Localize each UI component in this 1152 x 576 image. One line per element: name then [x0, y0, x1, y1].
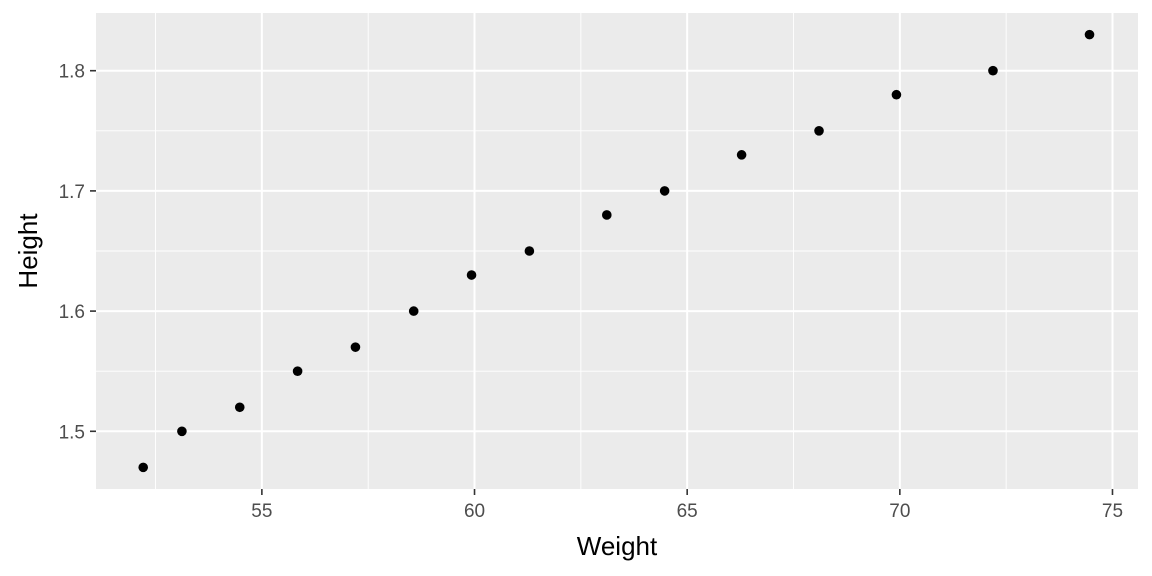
data-point: [988, 65, 998, 76]
data-point: [1084, 29, 1095, 40]
axis-ticks: [90, 69, 1114, 495]
data-point: [466, 270, 477, 280]
data-point: [350, 342, 361, 352]
y-tick-label: 1.7: [59, 182, 85, 203]
y-axis-title: Height: [13, 213, 43, 289]
minor-gridlines: [96, 13, 1138, 489]
x-tick-label: 75: [1102, 501, 1123, 522]
tick-labels: 55 60 65 70 75 1.5 1.6 1.7 1.8: [59, 62, 1123, 522]
data-point: [891, 89, 902, 100]
data-point: [177, 426, 187, 437]
data-points: [138, 29, 1095, 473]
y-tick-label: 1.8: [59, 62, 85, 83]
x-axis-title: Weight: [577, 531, 658, 561]
data-point: [234, 402, 245, 413]
data-point: [138, 462, 149, 473]
data-point: [659, 186, 670, 196]
data-point: [601, 210, 612, 220]
x-tick-label: 60: [464, 501, 485, 522]
data-point: [736, 150, 747, 160]
data-point: [292, 366, 303, 377]
x-tick-label: 70: [889, 501, 910, 522]
x-tick-label: 65: [677, 501, 698, 522]
x-tick-label: 55: [251, 501, 272, 522]
y-tick-label: 1.5: [59, 422, 85, 443]
y-tick-label: 1.6: [59, 302, 85, 323]
data-point: [408, 306, 419, 316]
data-point: [814, 125, 824, 136]
data-point: [524, 246, 535, 256]
major-gridlines: [96, 13, 1138, 489]
